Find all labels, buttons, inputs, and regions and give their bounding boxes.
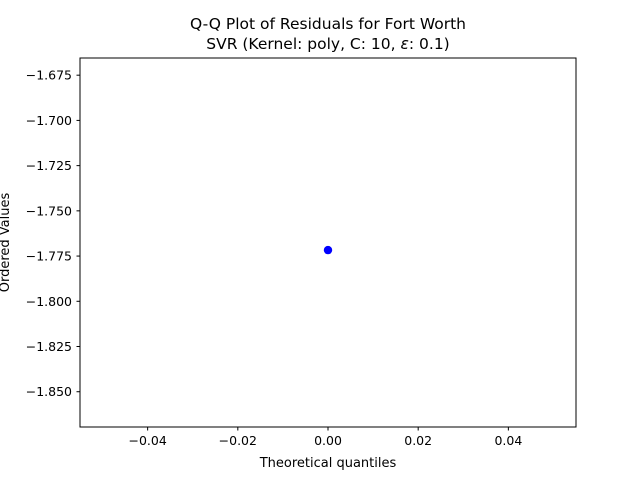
y-tick-label: −1.700 <box>26 113 72 128</box>
y-tick-label: −1.850 <box>26 384 72 399</box>
y-tick-label: −1.775 <box>26 249 72 264</box>
chart-subtitle: SVR (Kernel: poly, C: 10, ε: 0.1) <box>206 35 449 53</box>
x-tick-label: −0.02 <box>219 433 257 448</box>
x-tick-label: −0.04 <box>128 433 166 448</box>
x-tick-label: 0.04 <box>494 433 522 448</box>
chart-title: Q-Q Plot of Residuals for Fort Worth <box>190 15 466 33</box>
y-tick-label: −1.675 <box>26 68 72 83</box>
x-axis: −0.04 −0.02 0.00 0.02 0.04 <box>128 427 522 448</box>
y-tick-label: −1.750 <box>26 203 72 218</box>
subtitle-prefix: SVR (Kernel: poly, C: 10, <box>206 35 400 53</box>
y-tick-label: −1.725 <box>26 158 72 173</box>
data-markers <box>323 245 333 255</box>
x-axis-label: Theoretical quantiles <box>259 456 397 471</box>
y-tick-label: −1.825 <box>26 339 72 354</box>
plot-area <box>80 58 576 427</box>
y-tick-label: −1.800 <box>26 294 72 309</box>
data-point <box>323 245 333 255</box>
x-tick-label: 0.00 <box>314 433 342 448</box>
y-axis: −1.675 −1.700 −1.725 −1.750 −1.775 −1.800 −1.8… <box>26 68 80 399</box>
subtitle-suffix: : 0.1) <box>409 35 450 53</box>
plot-background <box>80 58 576 427</box>
y-axis-label: Ordered Values <box>0 193 13 293</box>
plot-frame <box>79 57 577 428</box>
x-tick-label: 0.02 <box>404 433 432 448</box>
subtitle-epsilon-symbol: ε <box>400 35 408 53</box>
